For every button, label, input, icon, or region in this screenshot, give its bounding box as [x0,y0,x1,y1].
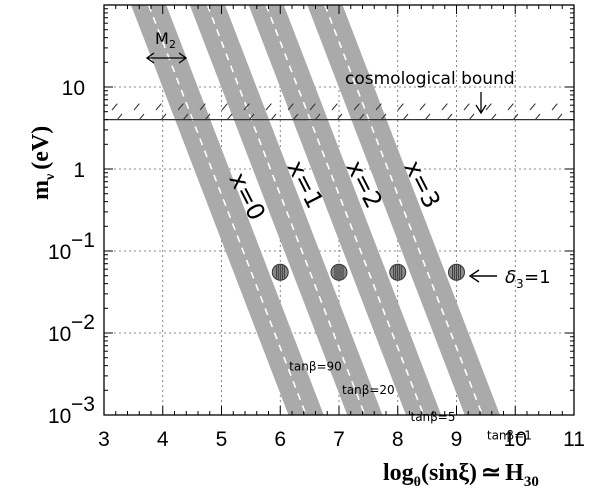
x-tick-label: 8 [392,428,404,451]
band-centerline-2 [265,5,425,415]
x-tick-labels: 3 4 5 6 7 8 9 10 11 [98,428,585,451]
bands [131,5,500,415]
x-tick-label: 3 [98,428,110,451]
band-centerline-3 [324,5,484,415]
axis-ticks [103,5,575,416]
data-point-3 [448,263,465,281]
y-tick-label: 1 [73,159,85,182]
x-tick-label: 7 [333,428,345,451]
y-tick-label: 10−2 [48,311,95,346]
bound-hatching [104,103,574,120]
delta-annotation: δ 3 =1 [468,267,551,291]
data-point-1 [330,263,348,281]
x-tick-label: 11 [563,428,585,451]
bound-arrow-head [475,104,487,115]
y-tick-exponent: −3 [71,393,95,416]
x-tick-label: 4 [157,428,169,451]
y-tick-base: 10 [48,241,71,264]
tanb-label-3: tanβ=1 [487,429,532,443]
y-tick-label: 10−3 [48,393,95,428]
m2-sub: 2 [169,38,176,51]
x-tick-label: 6 [274,428,286,451]
y-tick-base: 1 [73,159,85,182]
m2-annotation: M 2 [145,29,188,64]
y-tick-base: 10 [48,405,71,428]
tanb-label-2: tanβ=5 [410,410,455,424]
tanb-label-0: tanβ=90 [289,359,342,373]
data-point-0 [271,263,289,281]
band-centerline-1 [206,5,366,415]
y-tick-base: 10 [62,77,85,100]
y-tick-exponent: −2 [71,311,95,334]
delta-sub: 3 [516,277,524,291]
data-point-2 [389,263,407,281]
y-tick-label: 10−1 [48,229,95,264]
band-centerline-0 [147,5,307,415]
cosmological-bound [104,103,574,121]
delta-eq: =1 [524,267,551,288]
svg-text:mν(eV): mν(eV) [28,126,58,200]
x-tick-label: 5 [216,428,228,451]
m2-label: M [155,29,169,48]
tanb-label-1: tanβ=20 [342,383,395,397]
y-tick-label: 10 [62,77,85,100]
y-tick-exponent: −1 [71,229,95,252]
delta-symbol: δ [505,267,516,288]
svg-text:logθ(sinξ)≃H30: logθ(sinξ) ≃ H30 [383,460,539,490]
y-tick-base: 10 [48,323,71,346]
x-axis-title: logθ(sinξ) ≃ H30 [383,460,539,490]
x-tick-label: 10 [504,428,527,451]
y-axis-title: mν(eV) [28,126,58,200]
data-points [271,263,465,281]
x-tick-label: 9 [451,428,463,451]
bound-label: cosmological bound [345,69,515,89]
